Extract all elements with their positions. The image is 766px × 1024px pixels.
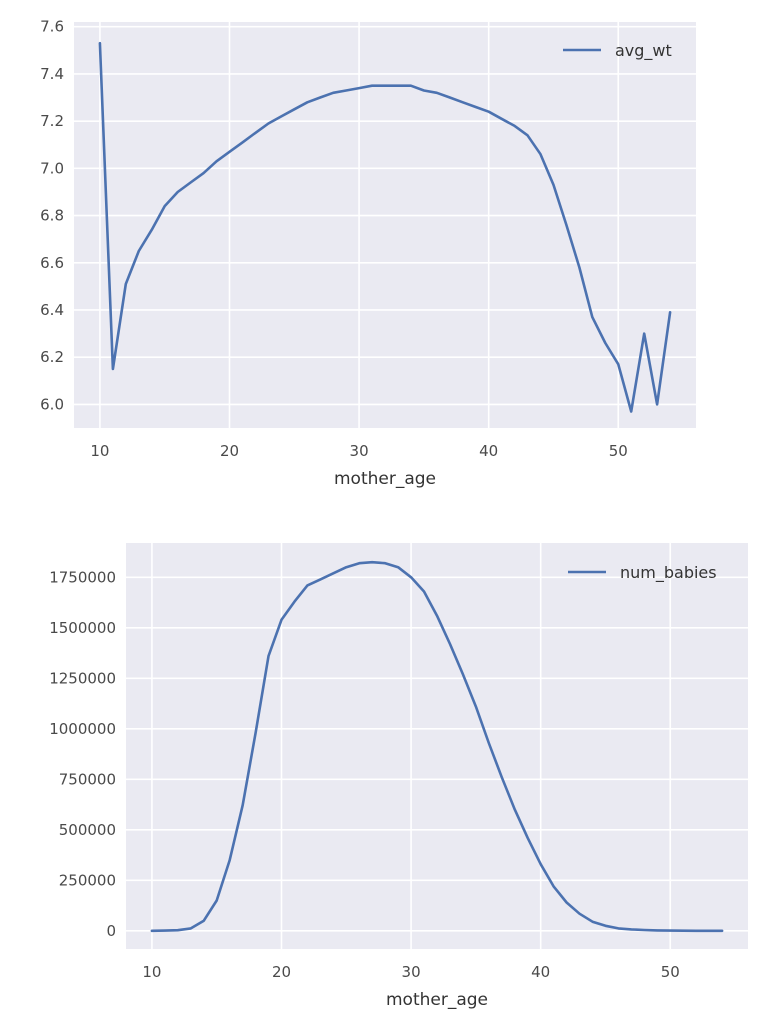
y-tick-label: 250000 bbox=[59, 871, 116, 889]
x-tick-label: 30 bbox=[350, 442, 369, 460]
plot-area bbox=[74, 22, 696, 428]
num-babies-chart: 0 250000 500000 750000 1000000 1250000 1500000… bbox=[49, 543, 748, 1010]
x-tick-label: 30 bbox=[402, 963, 421, 981]
plot-area bbox=[126, 543, 748, 949]
y-tick-label: 6.6 bbox=[40, 254, 64, 272]
x-tick-label: 50 bbox=[661, 963, 680, 981]
x-axis-label: mother_age bbox=[386, 990, 488, 1010]
grid-lines bbox=[126, 543, 748, 949]
y-tick-label: 6.8 bbox=[40, 207, 64, 225]
x-axis-label: mother_age bbox=[334, 469, 436, 489]
x-tick-labels: 10 20 30 40 50 bbox=[142, 963, 679, 981]
y-tick-label: 1750000 bbox=[49, 568, 116, 586]
x-tick-label: 10 bbox=[90, 442, 109, 460]
x-tick-labels: 10 20 30 40 50 bbox=[90, 442, 627, 460]
y-tick-label: 750000 bbox=[59, 770, 116, 788]
y-tick-label: 1000000 bbox=[49, 720, 116, 738]
y-tick-label: 7.6 bbox=[40, 18, 64, 36]
y-tick-label: 6.4 bbox=[40, 301, 64, 319]
legend: num_babies bbox=[568, 563, 717, 583]
series-lines bbox=[98, 41, 672, 413]
y-tick-label: 7.0 bbox=[40, 159, 64, 177]
y-tick-label: 7.4 bbox=[40, 65, 64, 83]
grid-lines bbox=[74, 22, 696, 428]
legend-label: avg_wt bbox=[615, 41, 672, 61]
y-tick-labels: 0 250000 500000 750000 1000000 1250000 1500000… bbox=[49, 568, 116, 939]
x-tick-label: 40 bbox=[531, 963, 550, 981]
y-tick-labels: 6.0 6.2 6.4 6.6 6.8 7.0 7.2 7.4 7.6 bbox=[40, 18, 64, 414]
avg-wt-chart: 6.0 6.2 6.4 6.6 6.8 7.0 7.2 7.4 7.6 10 20 30 40 50 m… bbox=[40, 18, 696, 489]
y-tick-label: 500000 bbox=[59, 821, 116, 839]
x-tick-label: 10 bbox=[142, 963, 161, 981]
x-tick-label: 20 bbox=[272, 963, 291, 981]
x-tick-label: 50 bbox=[609, 442, 628, 460]
legend-label: num_babies bbox=[620, 563, 717, 583]
y-tick-label: 6.2 bbox=[40, 348, 64, 366]
y-tick-label: 6.0 bbox=[40, 395, 64, 413]
y-tick-label: 7.2 bbox=[40, 112, 64, 130]
x-tick-label: 40 bbox=[479, 442, 498, 460]
y-tick-label: 1250000 bbox=[49, 669, 116, 687]
series-line-avg-wt bbox=[98, 41, 672, 413]
y-tick-label: 0 bbox=[106, 922, 116, 940]
y-tick-label: 1500000 bbox=[49, 619, 116, 637]
legend: avg_wt bbox=[563, 41, 672, 61]
x-tick-label: 20 bbox=[220, 442, 239, 460]
series-lines bbox=[150, 560, 724, 933]
series-line-num-babies bbox=[150, 560, 724, 933]
